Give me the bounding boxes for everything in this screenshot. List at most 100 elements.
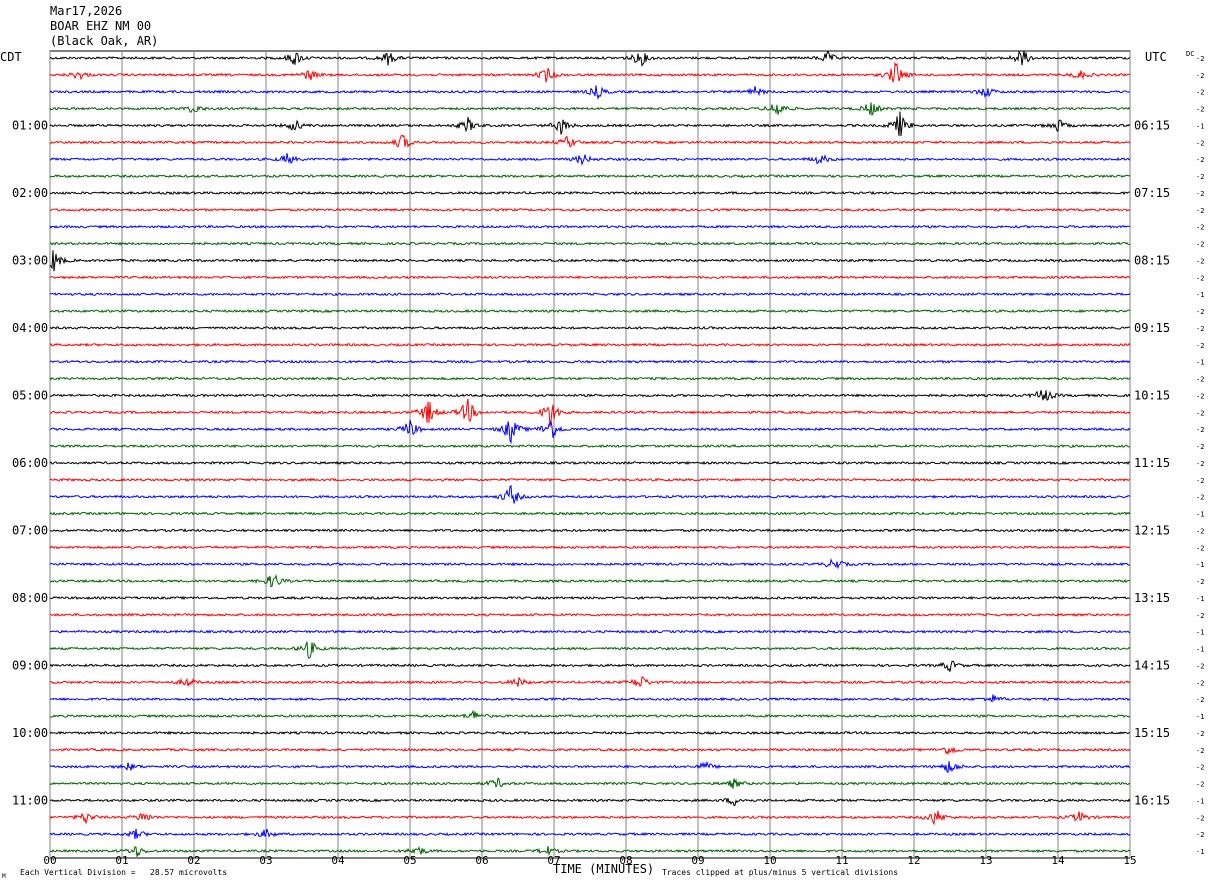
dc-offset-label: -2 xyxy=(1196,72,1204,80)
seismic-trace xyxy=(49,747,1131,756)
dc-offset-label: -2 xyxy=(1196,207,1204,215)
seismic-trace xyxy=(49,390,1131,401)
seismic-trace xyxy=(49,545,1131,550)
right-time-label: 12:15 xyxy=(1134,523,1170,537)
right-time-label: 11:15 xyxy=(1134,456,1170,470)
dc-offset-label: -2 xyxy=(1196,241,1204,249)
dc-offset-label: -2 xyxy=(1196,831,1204,839)
right-time-label: 07:15 xyxy=(1134,186,1170,200)
right-time-label: 15:15 xyxy=(1134,726,1170,740)
left-time-label: 02:00 xyxy=(12,186,48,200)
seismic-trace xyxy=(49,292,1131,297)
dc-offset-label: -2 xyxy=(1196,106,1204,114)
left-time-label: 05:00 xyxy=(12,388,48,402)
scale-note: Each Vertical Division = 28.57 microvolt… xyxy=(20,868,227,877)
dc-offset-label: -2 xyxy=(1196,460,1204,468)
seismic-trace xyxy=(49,528,1131,533)
dc-offset-label: -2 xyxy=(1196,325,1204,333)
x-tick-label: 00 xyxy=(43,854,56,867)
seismic-trace xyxy=(49,612,1131,617)
seismic-trace xyxy=(49,134,1131,149)
seismic-trace xyxy=(49,595,1131,601)
x-tick-label: 04 xyxy=(331,854,345,867)
dc-offset-label: -2 xyxy=(1196,494,1204,502)
dc-offset-label: -2 xyxy=(1196,274,1204,282)
axis-labels: 00 01 02 03 04 05 06 07 08 09 10 11 12 13 14 15 -2 -2 -2 -2… xyxy=(12,55,1204,867)
dc-offset-label: -2 xyxy=(1196,55,1204,63)
plot-frame xyxy=(49,50,1131,859)
dc-offset-label: -2 xyxy=(1196,679,1204,687)
left-time-label: 04:00 xyxy=(12,321,48,335)
right-time-label: 06:15 xyxy=(1134,118,1170,132)
x-tick-label: 09 xyxy=(691,854,704,867)
seismic-trace xyxy=(49,419,1131,445)
seismic-trace xyxy=(49,275,1131,280)
seismic-trace xyxy=(49,641,1131,660)
seismic-trace xyxy=(49,629,1131,634)
dc-offset-label: -2 xyxy=(1196,477,1204,485)
seismic-trace xyxy=(49,308,1131,314)
x-tick-label: 14 xyxy=(1051,854,1065,867)
seismic-traces xyxy=(49,50,1131,857)
left-time-label: 11:00 xyxy=(12,793,48,807)
x-tick-label: 11 xyxy=(835,854,848,867)
left-time-label: 06:00 xyxy=(12,456,48,470)
grid-lines xyxy=(49,50,1131,859)
dc-offset-label: -2 xyxy=(1196,156,1204,164)
dc-offset-label: -2 xyxy=(1196,257,1204,265)
seismic-trace xyxy=(49,443,1131,449)
dc-offset-label: -1 xyxy=(1196,359,1204,367)
dc-offset-label: -2 xyxy=(1196,747,1204,755)
dc-offset-label: -2 xyxy=(1196,578,1204,586)
dc-offset-label: -2 xyxy=(1196,814,1204,822)
dc-offset-label: -1 xyxy=(1196,561,1204,569)
header-location: (Black Oak, AR) xyxy=(50,34,159,48)
seismic-trace xyxy=(49,676,1131,688)
seismic-trace xyxy=(49,342,1131,347)
seismic-trace xyxy=(49,709,1131,719)
dc-offset-label: -2 xyxy=(1196,426,1204,434)
right-time-label: 16:15 xyxy=(1134,793,1170,807)
dc-offset-label: -1 xyxy=(1196,629,1204,637)
dc-offset-label: -2 xyxy=(1196,527,1204,535)
corner-mark: M xyxy=(2,873,6,880)
right-time-label: 09:15 xyxy=(1134,321,1170,335)
seismic-trace xyxy=(49,173,1131,179)
dc-offset-label: -1 xyxy=(1196,291,1204,299)
left-zone-label: CDT xyxy=(0,50,22,64)
dc-offset-label: -2 xyxy=(1196,409,1204,417)
right-time-label: 08:15 xyxy=(1134,253,1170,267)
seismic-trace xyxy=(49,61,1131,83)
seismic-trace xyxy=(49,241,1131,246)
clip-note: Traces clipped at plus/minus 5 vertical … xyxy=(662,868,898,877)
dc-offset-label: -2 xyxy=(1196,544,1204,552)
seismic-trace xyxy=(49,102,1131,117)
left-time-label: 07:00 xyxy=(12,523,48,537)
seismic-trace xyxy=(49,85,1131,101)
x-tick-label: 01 xyxy=(115,854,128,867)
dc-offset-label: -2 xyxy=(1196,89,1204,97)
seismic-trace xyxy=(49,190,1130,196)
seismic-trace xyxy=(49,798,1131,806)
seismic-trace xyxy=(49,398,1131,428)
dc-offset-label: -2 xyxy=(1196,781,1204,789)
dc-offset-label: -2 xyxy=(1196,764,1204,772)
seismic-trace xyxy=(49,376,1131,381)
left-time-label: 01:00 xyxy=(12,118,48,132)
seismic-trace xyxy=(49,558,1130,570)
seismic-trace xyxy=(49,660,1131,672)
seismic-trace xyxy=(49,810,1131,826)
dc-offset-label: -1 xyxy=(1196,797,1204,805)
x-tick-label: 12 xyxy=(907,854,920,867)
seismic-trace xyxy=(49,153,1131,167)
dc-offset-label: -2 xyxy=(1196,376,1204,384)
x-tick-label: 02 xyxy=(187,854,200,867)
x-tick-label: 15 xyxy=(1123,854,1136,867)
x-tick-label: 13 xyxy=(979,854,992,867)
dc-offset-label: -2 xyxy=(1196,224,1204,232)
dc-offset-label: -2 xyxy=(1196,342,1204,350)
dc-offset-label: -1 xyxy=(1196,595,1204,603)
seismic-trace xyxy=(49,730,1131,736)
seismic-trace xyxy=(49,477,1131,482)
